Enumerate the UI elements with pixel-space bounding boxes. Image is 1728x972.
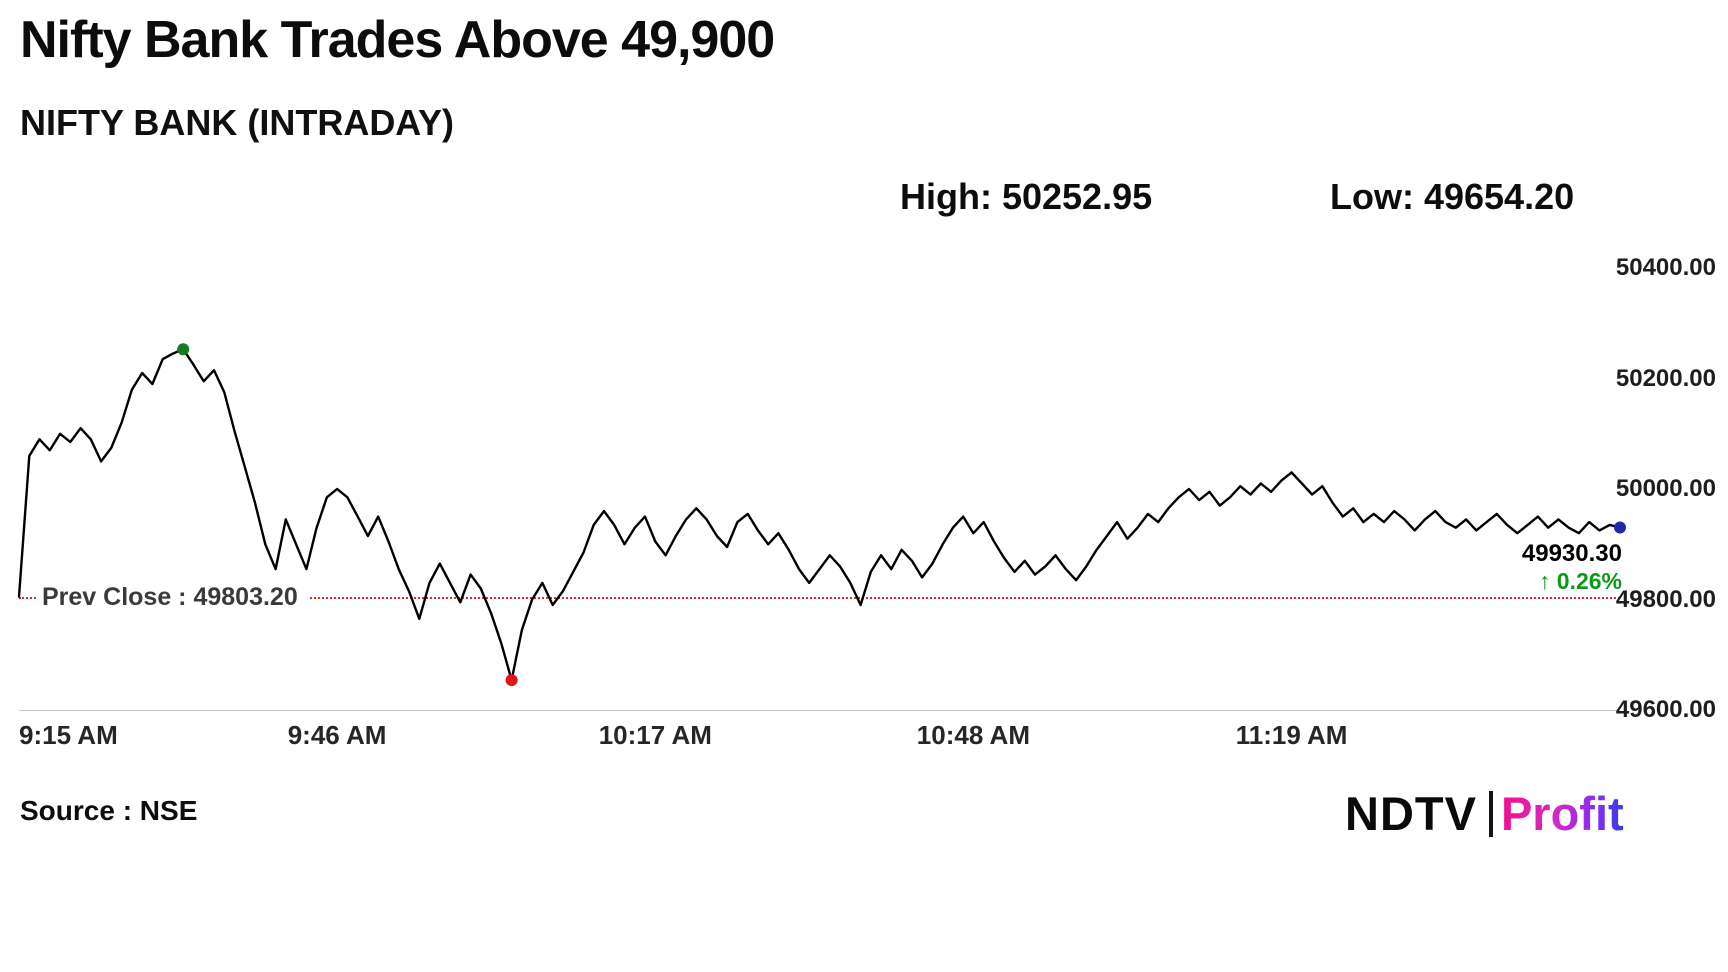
- profit-logo-text: Profit: [1500, 787, 1624, 840]
- y-axis-label: 49800.00: [1615, 585, 1716, 613]
- page-title: Nifty Bank Trades Above 49,900: [20, 11, 775, 69]
- ndtv-profit-logo: NDTV Profit: [1345, 786, 1624, 841]
- x-axis-label: 10:17 AM: [598, 720, 712, 750]
- session-low-marker-dot: [505, 674, 518, 687]
- prev-close-label: Prev Close : 49803.20: [38, 582, 308, 612]
- chart-subtitle: NIFTY BANK (INTRADAY): [20, 102, 455, 143]
- x-axis-label: 10:48 AM: [916, 720, 1030, 750]
- x-axis-label: 9:15 AM: [19, 720, 118, 750]
- last-change-percent: ↑ 0.26%: [1538, 567, 1622, 594]
- source-credit: Source : NSE: [20, 795, 198, 826]
- price-line: [17, 348, 1622, 682]
- y-axis-label: 50000.00: [1615, 475, 1716, 502]
- last-trade-marker-dot: [1614, 521, 1626, 534]
- y-axis-label: 49600.00: [1615, 696, 1716, 723]
- last-price-value: 49930.30: [1521, 539, 1622, 567]
- session-low-label: Low: 49654.20: [1330, 176, 1575, 217]
- session-high-label: High: 50252.95: [900, 176, 1153, 217]
- x-axis-line: [19, 710, 1620, 711]
- session-high-marker-dot: [177, 343, 190, 356]
- y-axis-label: 50200.00: [1615, 364, 1716, 392]
- x-axis-label: 9:46 AM: [287, 720, 387, 750]
- last-quote-block: 49930.30 ↑ 0.26%: [1522, 540, 1622, 595]
- logo-divider-bar: [1488, 790, 1493, 837]
- y-axis-label: 50400.00: [1615, 254, 1716, 281]
- x-axis-label: 11:19 AM: [1235, 720, 1348, 750]
- ndtv-logo-text: NDTV: [1345, 787, 1477, 840]
